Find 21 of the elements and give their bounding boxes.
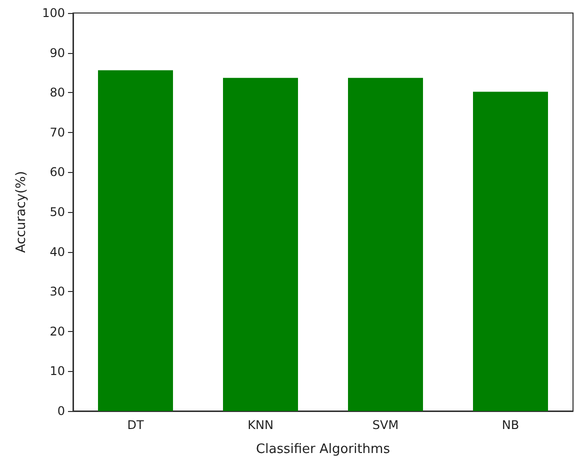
bar (223, 78, 298, 411)
bar (348, 78, 423, 411)
y-tick-label: 30 (50, 284, 65, 299)
y-tick-label: 70 (50, 125, 65, 140)
x-axis-title: Classifier Algorithms (256, 442, 390, 457)
bar (98, 70, 173, 411)
x-tick-label: SVM (372, 418, 399, 432)
x-tick-label: NB (502, 418, 520, 432)
y-tick-label: 20 (50, 324, 65, 338)
y-axis-title: Accuracy(%) (14, 171, 29, 253)
y-tick-label: 40 (50, 244, 65, 259)
x-tick-label: DT (127, 418, 144, 432)
y-tick-label: 50 (50, 205, 65, 219)
y-tick-label: 90 (50, 46, 65, 60)
y-tick-label: 10 (50, 364, 65, 378)
y-tick-label: 100 (42, 6, 65, 20)
x-tick-label: KNN (248, 418, 274, 432)
y-tick-label: 80 (50, 86, 65, 100)
y-tick-label: 0 (57, 404, 65, 418)
bar (473, 92, 548, 411)
y-tick-label: 60 (50, 165, 65, 180)
